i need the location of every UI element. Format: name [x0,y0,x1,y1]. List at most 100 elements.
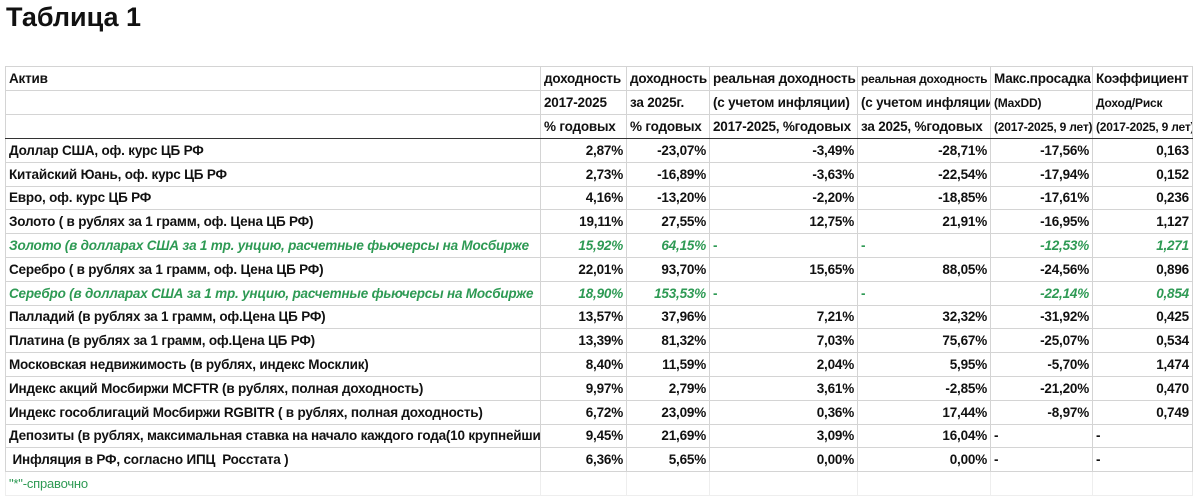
value-cell: 2,79% [626,375,710,401]
value-cell: 11,59% [626,352,710,377]
value-cell: 0,749 [1092,399,1193,425]
value-cell: 2,04% [709,352,858,377]
asset-name: Доллар США, оф. курс ЦБ РФ [5,138,541,163]
asset-name: Депозиты (в рублях, максимальная ставка … [5,423,541,449]
value-cell: -5,70% [990,352,1093,377]
value-cell: 13,39% [540,328,627,354]
value-cell: 0,425 [1092,304,1193,330]
asset-name: Серебро ( в рублях за 1 грамм, оф. Цена … [5,256,541,282]
table-row: Инфляция в РФ, согласно ИПЦ Росстата ) 6,… [5,447,1193,473]
value-cell: 5,65% [626,447,710,473]
value-cell: 153,53% [626,280,710,306]
value-cell: 0,00% [709,447,858,473]
value-cell: 4,16% [540,185,627,211]
empty-cell [709,471,858,497]
header-cell: Доход/Риск [1092,90,1193,115]
value-cell: 81,32% [626,328,710,354]
header-cell [5,114,541,139]
empty-cell [1092,471,1193,497]
value-cell: 22,01% [540,256,627,282]
value-cell: 88,05% [857,256,991,282]
title: Таблица 1 [6,2,142,32]
value-cell: 6,72% [540,399,627,425]
asset-name: Серебро (в долларах США за 1 тр. унцию, … [5,280,541,306]
value-cell: -28,71% [857,138,991,163]
value-cell: -2,20% [709,185,858,211]
table-row: Палладий (в рублях за 1 грамм, оф.Цена Ц… [5,304,1193,330]
value-cell: -12,53% [990,233,1093,258]
header-cell: Коэффициент [1092,66,1193,91]
header-cell: (с учетом инфляции) [709,90,858,115]
asset-name: Евро, оф. курс ЦБ РФ [5,185,541,211]
value-cell: 21,91% [857,209,991,235]
footnote-row: "*"-справочно [5,471,1193,497]
asset-table: Актив доходность доходность реальная доходн… [5,66,1193,497]
empty-cell [626,471,710,497]
value-cell: 0,854 [1092,280,1193,306]
value-cell: -2,85% [857,375,991,401]
value-cell: 27,55% [626,209,710,235]
value-cell: - [709,280,858,306]
header-cell: 2017-2025 [540,90,627,115]
value-cell: 0,236 [1092,185,1193,211]
header-cell: (2017-2025, 9 лет) [990,114,1093,139]
header-cell: (MaxDD) [990,90,1093,115]
table-row: Доллар США, оф. курс ЦБ РФ 2,87% -23,07% -3… [5,138,1193,163]
value-cell: -25,07% [990,328,1093,354]
table-footer: "*"-справочно [5,471,1193,497]
table-row: Платина (в рублях за 1 грамм, оф.Цена ЦБ… [5,328,1193,354]
value-cell: 0,163 [1092,138,1193,163]
value-cell: -23,07% [626,138,710,163]
value-cell: 1,271 [1092,233,1193,258]
value-cell: 1,127 [1092,209,1193,235]
value-cell: 12,75% [709,209,858,235]
value-cell: -16,95% [990,209,1093,235]
header-cell [5,90,541,115]
table-row: Китайский Юань, оф. курс ЦБ РФ 2,73% -16,8… [5,161,1193,187]
value-cell: 9,45% [540,423,627,449]
header-cell: (2017-2025, 9 лет) [1092,114,1193,139]
value-cell: 0,896 [1092,256,1193,282]
empty-cell [540,471,627,497]
table-row: Депозиты (в рублях, максимальная ставка … [5,423,1193,449]
value-cell: 93,70% [626,256,710,282]
header-cell: % годовых [626,114,710,139]
table-row: Евро, оф. курс ЦБ РФ 4,16% -13,20% -2,20% -1… [5,185,1193,211]
asset-name: Палладий (в рублях за 1 грамм, оф.Цена Ц… [5,304,541,330]
header-row: 2017-2025 за 2025г. (с учетом инфляции) (с … [5,90,1193,115]
value-cell: 6,36% [540,447,627,473]
value-cell: 16,04% [857,423,991,449]
header-row: % годовых% годовых 2017-2025, %годовых за … [5,114,1193,139]
value-cell: -3,63% [709,161,858,187]
value-cell: -13,20% [626,185,710,211]
asset-name: Золото (в долларах США за 1 тр. унцию, р… [5,233,541,258]
value-cell: - [857,233,991,258]
header-cell: % годовых [540,114,627,139]
value-cell: -24,56% [990,256,1093,282]
value-cell: 37,96% [626,304,710,330]
value-cell: -22,54% [857,161,991,187]
header-cell: реальная доходность [709,66,858,91]
value-cell: 0,470 [1092,375,1193,401]
value-cell: 17,44% [857,399,991,425]
asset-name: Инфляция в РФ, согласно ИПЦ Росстата ) [5,447,541,473]
table-body: Доллар США, оф. курс ЦБ РФ 2,87% -23,07% -3… [5,138,1193,473]
value-cell: 0,152 [1092,161,1193,187]
header-row: Актив доходность доходность реальная доходн… [5,66,1193,91]
value-cell: -8,97% [990,399,1093,425]
value-cell: - [709,233,858,258]
asset-name: Золото ( в рублях за 1 грамм, оф. Цена Ц… [5,209,541,235]
value-cell: 3,09% [709,423,858,449]
header-cell: доходность [626,66,710,91]
value-cell: 19,11% [540,209,627,235]
asset-name: Платина (в рублях за 1 грамм, оф.Цена ЦБ… [5,328,541,354]
value-cell: 9,97% [540,375,627,401]
value-cell: 5,95% [857,352,991,377]
value-cell: -16,89% [626,161,710,187]
asset-name: Индекс акций Мосбиржи MCFTR (в рублях, п… [5,375,541,401]
value-cell: 7,03% [709,328,858,354]
value-cell: 75,67% [857,328,991,354]
value-cell: 15,92% [540,233,627,258]
value-cell: 8,40% [540,352,627,377]
value-cell: -22,14% [990,280,1093,306]
